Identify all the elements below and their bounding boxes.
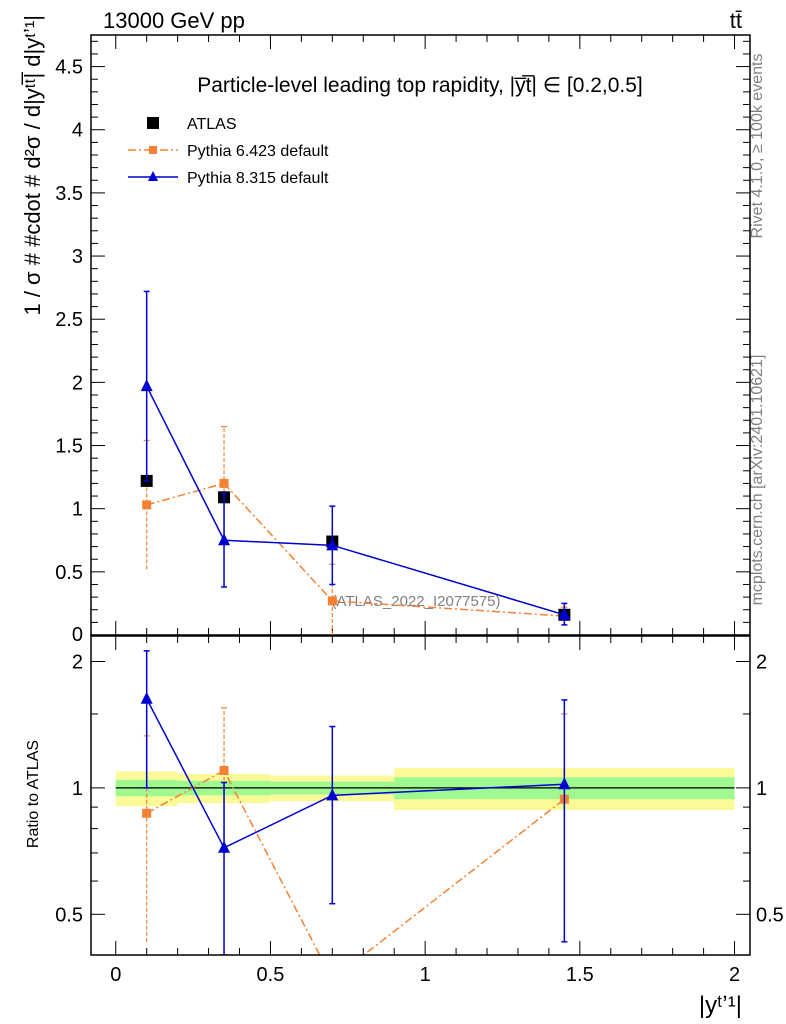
ratio-xtick-label: 0	[110, 964, 121, 986]
ratio-ytick-label: 2	[72, 651, 83, 673]
process-label: tt̄	[730, 8, 742, 33]
x-axis-label: |yᵗʼ¹|	[699, 992, 742, 1019]
ratio-xtick-label: 0.5	[257, 964, 285, 986]
ratio-xtick-label: 2	[729, 964, 740, 986]
ratio-py8-point	[326, 788, 339, 801]
legend-atlas-label: ATLAS	[187, 116, 237, 133]
main-ytick-label: 3.5	[55, 183, 83, 205]
py8-point	[218, 533, 231, 546]
ratio-ytick-label-right: 2	[756, 651, 767, 673]
main-ytick-label: 1.5	[55, 436, 83, 458]
ratio-ytick-label: 1	[72, 778, 83, 800]
ratio-frame	[90, 635, 751, 956]
analysis-watermark: (ATLAS_2022_I2077575)	[331, 593, 500, 610]
main-ytick-label: 4.5	[55, 57, 83, 79]
ratio-ytick-label: 0.5	[55, 904, 83, 926]
chart-title: Particle-level leading top rapidity, |y̅…	[197, 74, 643, 97]
legend-py8-marker	[148, 171, 158, 181]
main-series-group	[140, 290, 571, 635]
main-ylabel: 1 / σ # #cdot # d²σ / d|yᵗᵗ̅| d|yᵗʼ¹|	[20, 15, 45, 316]
main-ytick-label-zero: 0	[72, 624, 83, 646]
py6-point	[142, 500, 152, 510]
main-ytick-label: 2	[72, 372, 83, 394]
legend-py6-marker	[149, 146, 157, 154]
main-ytick-label: 0.5	[55, 562, 83, 584]
main-ytick-label: 2.5	[55, 309, 83, 331]
ratio-ytick-label-right: 1	[756, 778, 767, 800]
ratio-series-group	[115, 650, 735, 955]
ratio-py6-line	[146, 769, 565, 955]
ratio-xtick-label: 1	[420, 964, 431, 986]
py8-line	[146, 385, 565, 616]
ratio-plot: 0.5 0.5 1 1 2 2 0 0.5 1 1.5 2	[55, 635, 784, 986]
py8-point	[558, 607, 571, 620]
py8-point	[326, 538, 339, 551]
source-label: mcplots.cern.ch [arXiv:2401.10621]	[749, 355, 766, 606]
main-ytick-label: 4	[72, 120, 83, 142]
ratio-py6-point	[219, 766, 229, 776]
legend-py8-label: Pythia 8.315 default	[187, 170, 329, 187]
ratio-py6-point	[142, 808, 152, 818]
main-frame	[90, 34, 751, 636]
rivet-label: Rivet 4.1.0, ≥ 100k events	[749, 54, 766, 239]
ratio-ytick-label-right: 0.5	[756, 904, 784, 926]
legend: ATLAS Pythia 6.423 default Pythia 8.315 …	[128, 116, 329, 187]
ratio-py8-point	[558, 777, 571, 790]
ratio-ylabel: Ratio to ATLAS	[25, 740, 42, 848]
ratio-py8-point	[218, 840, 231, 853]
py8-point	[140, 379, 153, 392]
ratio-py8-line	[146, 698, 565, 849]
ratio-py8-point	[140, 691, 153, 704]
py6-point	[327, 596, 337, 606]
main-plot: 0.5 1 1.5 2 2.5 3 3.5 4 4.5 0	[55, 34, 751, 646]
legend-atlas-marker	[147, 117, 159, 129]
energy-label: 13000 GeV pp	[103, 8, 245, 33]
py6-point	[219, 478, 229, 488]
ratio-xtick-label: 1.5	[566, 964, 594, 986]
legend-py6-label: Pythia 6.423 default	[187, 143, 329, 160]
main-ytick-label: 3	[72, 246, 83, 268]
main-ytick-label: 1	[72, 499, 83, 521]
